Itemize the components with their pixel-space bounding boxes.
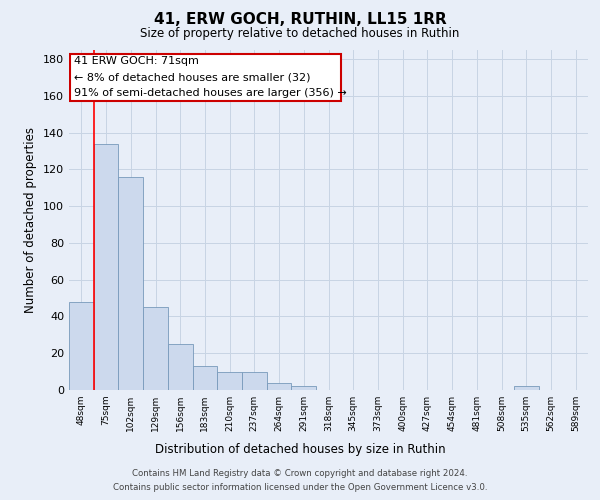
Bar [217, 372, 242, 390]
Text: 91% of semi-detached houses are larger (356) →: 91% of semi-detached houses are larger (… [74, 88, 347, 98]
Bar [193, 366, 217, 390]
Text: 41 ERW GOCH: 71sqm: 41 ERW GOCH: 71sqm [74, 56, 199, 66]
Bar [242, 372, 267, 390]
Bar [514, 386, 539, 390]
Text: Size of property relative to detached houses in Ruthin: Size of property relative to detached ho… [140, 28, 460, 40]
Bar [143, 308, 168, 390]
Text: Contains public sector information licensed under the Open Government Licence v3: Contains public sector information licen… [113, 484, 487, 492]
Text: Contains HM Land Registry data © Crown copyright and database right 2024.: Contains HM Land Registry data © Crown c… [132, 468, 468, 477]
Y-axis label: Number of detached properties: Number of detached properties [25, 127, 37, 313]
Bar [168, 344, 193, 390]
Bar [118, 177, 143, 390]
Bar [292, 386, 316, 390]
Bar [69, 302, 94, 390]
Bar [267, 382, 292, 390]
Text: Distribution of detached houses by size in Ruthin: Distribution of detached houses by size … [155, 442, 445, 456]
Bar [94, 144, 118, 390]
FancyBboxPatch shape [70, 54, 341, 102]
Text: ← 8% of detached houses are smaller (32): ← 8% of detached houses are smaller (32) [74, 72, 310, 82]
Text: 41, ERW GOCH, RUTHIN, LL15 1RR: 41, ERW GOCH, RUTHIN, LL15 1RR [154, 12, 446, 28]
